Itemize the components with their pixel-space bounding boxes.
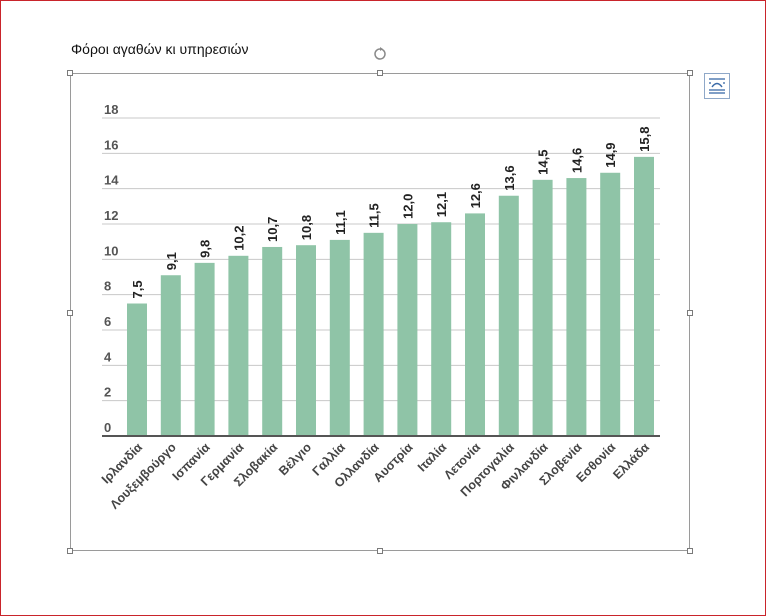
data-label: 7,5 bbox=[130, 280, 145, 298]
bar bbox=[160, 275, 181, 436]
bar bbox=[363, 232, 384, 436]
y-tick-label: 6 bbox=[104, 314, 111, 329]
resize-handle-bottom-right[interactable] bbox=[687, 548, 693, 554]
data-label: 12,1 bbox=[434, 192, 449, 217]
data-label: 13,6 bbox=[502, 165, 517, 190]
layout-options-icon bbox=[709, 78, 725, 94]
data-label: 14,9 bbox=[603, 142, 618, 167]
bar bbox=[634, 156, 654, 436]
data-label: 14,6 bbox=[569, 148, 584, 173]
data-label: 14,5 bbox=[536, 150, 551, 175]
data-label: 10,2 bbox=[231, 225, 246, 250]
y-tick-label: 16 bbox=[104, 137, 118, 152]
bar bbox=[228, 255, 249, 436]
data-label: 9,8 bbox=[198, 240, 213, 258]
y-tick-label: 2 bbox=[104, 385, 111, 400]
data-label: 12,0 bbox=[400, 194, 415, 219]
data-label: 10,8 bbox=[299, 215, 314, 240]
resize-handle-top-left[interactable] bbox=[67, 70, 73, 76]
y-tick-label: 12 bbox=[104, 208, 118, 223]
data-label: 10,7 bbox=[265, 217, 280, 242]
resize-handle-bottom[interactable] bbox=[377, 548, 383, 554]
y-tick-label: 4 bbox=[104, 349, 112, 364]
y-tick-label: 18 bbox=[104, 102, 118, 117]
resize-handle-top[interactable] bbox=[377, 70, 383, 76]
y-tick-label: 10 bbox=[104, 243, 118, 258]
resize-handle-left[interactable] bbox=[67, 310, 73, 316]
data-label: 12,6 bbox=[468, 183, 483, 208]
bar bbox=[296, 245, 316, 436]
bar bbox=[532, 179, 553, 437]
y-tick-label: 14 bbox=[104, 173, 119, 188]
bar bbox=[465, 213, 485, 436]
bar bbox=[566, 178, 587, 437]
rotate-icon[interactable] bbox=[372, 46, 388, 62]
y-tick-label: 0 bbox=[104, 420, 111, 435]
bar bbox=[431, 222, 452, 436]
bar bbox=[397, 224, 418, 436]
bar bbox=[127, 303, 147, 436]
bar bbox=[600, 172, 621, 436]
x-tick-label: Βέλγιο bbox=[276, 440, 314, 478]
resize-handle-right[interactable] bbox=[687, 310, 693, 316]
resize-handle-bottom-left[interactable] bbox=[67, 548, 73, 554]
x-tick-label: Ελλάδα bbox=[610, 440, 652, 482]
bar bbox=[329, 239, 350, 436]
data-label: 9,1 bbox=[164, 252, 179, 270]
bar bbox=[194, 262, 215, 436]
data-label: 11,1 bbox=[333, 210, 348, 235]
layout-options-button[interactable] bbox=[704, 73, 730, 99]
bar bbox=[498, 195, 519, 436]
data-label: 11,5 bbox=[367, 203, 382, 228]
data-label: 15,8 bbox=[637, 127, 652, 152]
resize-handle-top-right[interactable] bbox=[687, 70, 693, 76]
bar bbox=[262, 246, 283, 436]
y-tick-label: 8 bbox=[104, 279, 111, 294]
chart-caption[interactable]: Φόροι αγαθών κι υπηρεσιών bbox=[71, 41, 249, 57]
